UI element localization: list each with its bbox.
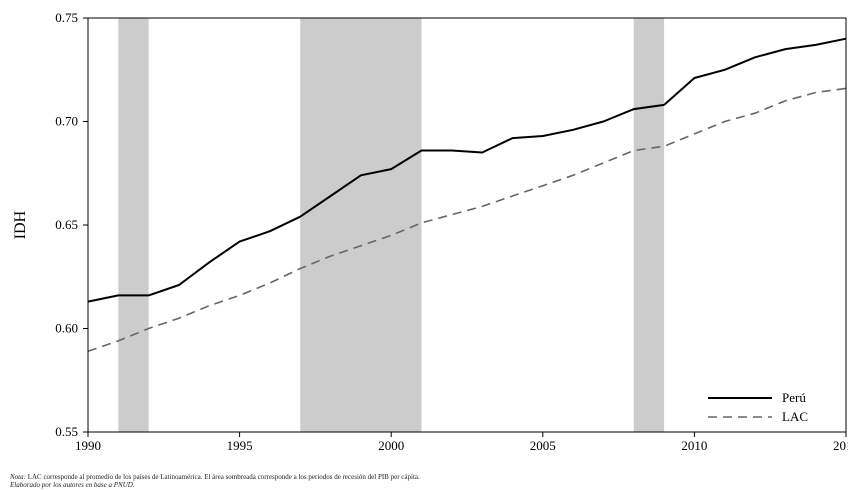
x-tick-label: 1995 (227, 438, 253, 453)
y-axis-title: IDH (12, 210, 29, 239)
y-tick-label: 0.65 (55, 217, 78, 232)
note-label: Nota: (10, 473, 26, 481)
y-tick-label: 0.55 (55, 424, 78, 439)
x-tick-label: 2015 (833, 438, 848, 453)
y-tick-label: 0.60 (55, 321, 78, 336)
y-tick-label: 0.75 (55, 10, 78, 25)
y-tick-label: 0.70 (55, 114, 78, 129)
chart-source: Elaborado por los autores en base a PNUD… (10, 481, 135, 489)
plot-frame (87, 17, 847, 433)
series-line-lac (87, 87, 847, 353)
idh-line-chart: 1990 1995 2000 2005 2010 2015 0.55 0.60 0.65 0.70… (12, 10, 848, 453)
source-text: Elaborado por los autores en base a PNUD… (10, 481, 135, 489)
x-tick-label: 2000 (378, 438, 404, 453)
note-text: LAC corresponde al promedio de los paíse… (25, 473, 420, 481)
recession-shading (118, 18, 665, 432)
axis-ticks: 1990 1995 2000 2005 2010 2015 0.55 0.60 0.65 0.70… (55, 10, 848, 453)
series-lines (87, 37, 847, 353)
chart-note: Nota: LAC corresponde al promedio de los… (10, 473, 420, 481)
series-line-perú (87, 37, 847, 303)
legend-label: Perú (782, 390, 806, 405)
recession-band (300, 18, 422, 432)
x-tick-label: 2005 (530, 438, 556, 453)
recession-band (633, 18, 665, 432)
legend: Perú LAC (708, 390, 808, 424)
x-tick-label: 2010 (681, 438, 707, 453)
legend-label: LAC (782, 409, 808, 424)
x-tick-label: 1990 (75, 438, 101, 453)
recession-band (118, 18, 149, 432)
